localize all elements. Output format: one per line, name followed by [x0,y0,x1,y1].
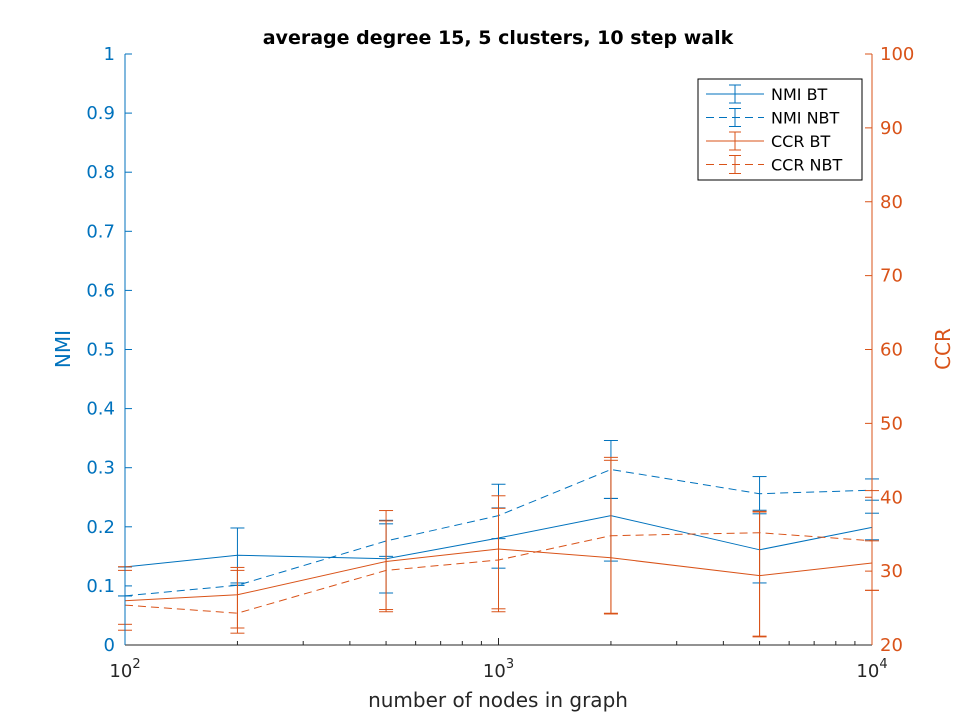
right-y-tick-label: 100 [880,44,914,65]
legend-item-nmi-bt: NMI BT [706,84,828,104]
right-y-tick-label: 30 [880,561,903,582]
error-bar [603,456,618,614]
error-bar [230,569,245,634]
left-y-tick-label: 0.4 [86,399,115,420]
left-y-tick-label: 0.2 [86,517,115,538]
left-y-axis-label: NMI [51,330,75,368]
right-y-tick-label: 40 [880,487,903,508]
left-y-tick-label: 0.6 [86,280,115,301]
legend-label: CCR BT [771,132,831,151]
chart-title: average degree 15, 5 clusters, 10 step w… [263,27,734,49]
left-y-tick-label: 0.7 [86,221,115,242]
legend-item-ccr-nbt: CCR NBT [706,155,842,175]
error-bar [491,507,506,610]
x-tick-exponent: 3 [506,657,514,672]
right-y-tick-label: 80 [880,192,903,213]
left-y-axis-ticks: 0 0.1 0.2 0.3 0.4 0.5 0.6 0.7 0.8 0.9 1 [86,44,132,656]
error-bar [379,520,394,611]
x-axis-label: number of nodes in graph [368,688,628,712]
legend-box [697,78,863,181]
x-tick-base: 10 [109,661,132,682]
right-y-axis-ticks: 20 30 40 50 60 70 80 90 100 [865,44,914,656]
legend-items: NMI BT NMI NBT CCR BT CCR NBT [706,84,842,175]
x-tick-base: 10 [483,661,506,682]
left-y-tick-label: 0.9 [86,103,115,124]
legend-item-nmi-nbt: NMI NBT [706,108,840,128]
left-y-tick-label: 0 [104,635,115,656]
error-bar [752,476,767,511]
x-tick-exponent: 2 [132,657,140,672]
legend-item-ccr-bt: CCR BT [706,131,831,151]
error-bar [752,510,767,637]
legend-label: CCR NBT [771,156,842,175]
right-y-tick-label: 60 [880,340,903,361]
series-layer [118,440,879,638]
left-y-tick-label: 1 [104,44,115,65]
right-y-tick-label: 70 [880,266,903,287]
right-y-tick-label: 50 [880,413,903,434]
x-tick-base: 10 [856,661,879,682]
x-tick-label: 102 [109,657,140,682]
left-y-tick-label: 0.3 [86,458,115,479]
legend-label: NMI NBT [771,109,840,128]
right-y-tick-label: 90 [880,118,903,139]
right-y-axis-label: CCR [931,328,955,370]
left-y-tick-label: 0.1 [86,576,115,597]
x-tick-label: 104 [856,657,887,682]
x-axis-ticks: 102 103 104 [109,638,888,682]
legend: NMI BT NMI NBT CCR BT CCR NBT [697,78,863,181]
left-y-tick-label: 0.8 [86,162,115,183]
right-y-tick-label: 20 [880,635,903,656]
legend-label: NMI BT [771,85,828,104]
x-tick-exponent: 4 [879,657,887,672]
x-tick-label: 103 [483,657,514,682]
left-y-tick-label: 0.5 [86,340,115,361]
